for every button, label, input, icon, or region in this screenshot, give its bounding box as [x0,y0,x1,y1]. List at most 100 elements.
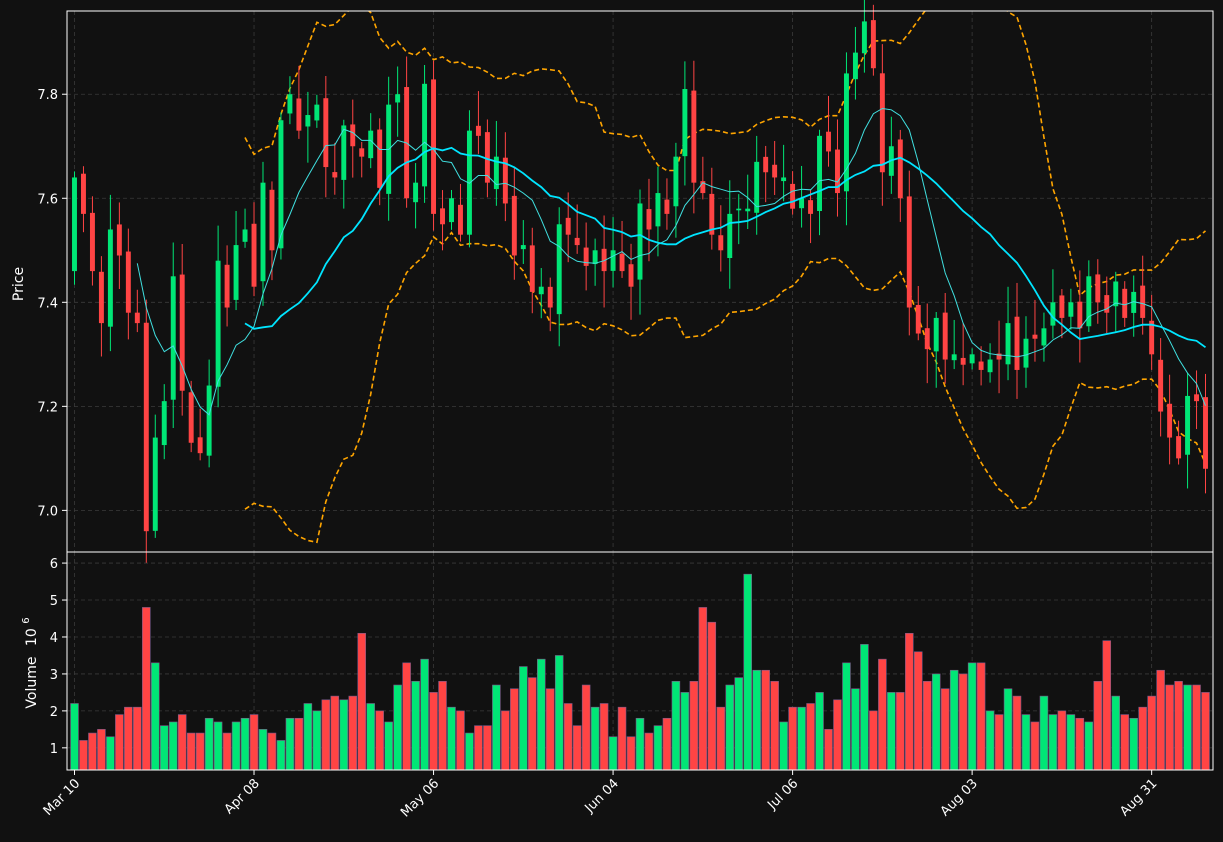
volume-bar [339,699,349,771]
volume-bar [375,710,384,771]
candle-body [332,172,338,178]
volume-bar [985,710,995,771]
volume-bar [994,714,1004,771]
volume-bar [689,681,699,771]
volume-bar [1174,681,1183,771]
volume-bar [285,717,295,771]
volume-tick-label: 5 [50,594,58,609]
candle-body [817,135,822,212]
candle-body [547,286,553,308]
volume-bar [204,717,214,771]
candle-body [709,193,715,235]
candle-body [449,198,454,223]
volume-bar [581,684,591,771]
candle-body [1077,301,1083,329]
candle-body [188,392,194,443]
candle-body [251,223,257,287]
candle-body [1023,338,1029,368]
candle-body [413,182,419,203]
volume-bar [563,703,573,771]
volume-bar [492,684,501,771]
candle-body [1041,328,1047,346]
candle-body [314,104,320,121]
fast-moving-average-line [136,107,1206,416]
volume-bar [707,621,717,771]
candle-body [1014,316,1020,370]
candle-body [484,132,490,183]
volume-bar [958,673,968,771]
candle-body [727,213,733,259]
candle-body [574,237,580,246]
volume-bar [1021,714,1031,771]
candle-body [969,354,975,364]
candle-body [556,224,562,315]
volume-bar [312,710,322,771]
candle-body [458,204,463,235]
candle-body [906,196,912,308]
candle-body [978,361,984,370]
candle-body [170,276,176,400]
candle-body [538,286,544,295]
volume-bar [761,669,770,771]
candle-body [826,131,831,152]
candle-body [98,271,104,324]
volume-bar [1129,717,1138,771]
candle-body [359,148,365,157]
volume-axis-label: Volume [24,657,40,709]
candle-body [1194,394,1200,402]
volume-bar [231,721,241,771]
candle-body [161,401,167,446]
price-grid [67,11,1213,552]
volume-bar [833,699,842,771]
volume-tick-label: 6 [50,557,58,572]
volume-y-axis: 1 2 3 4 5 6 [50,557,67,757]
volume-bar [1003,688,1013,771]
candle-body [269,189,275,251]
candle-body [341,125,347,180]
volume-bar [671,681,681,771]
volume-bar [949,669,959,771]
candle-body [377,129,383,188]
volume-bar [474,725,483,771]
volume-bar [411,681,420,771]
candle-body [619,253,625,272]
volume-bar [967,662,977,771]
volume-bar [842,662,851,771]
candle-body [754,161,760,213]
candle-body [655,193,661,227]
candle-body [1104,295,1110,313]
lower-band-line [244,231,1207,544]
candle-body [960,357,966,365]
volume-bar [70,703,79,771]
candle-body [296,98,302,131]
volume-bar [931,673,941,771]
candle-body [700,181,706,194]
candle-body [1005,323,1011,365]
volume-bar [662,717,672,771]
candle-body [718,235,724,251]
volume-bar [133,706,142,771]
volume-bar [635,717,645,771]
candle-body [422,83,428,187]
candle-body [125,251,131,313]
candle-body [790,183,796,209]
candle-body [924,328,930,350]
volume-bar [914,651,923,771]
volume-bar [142,607,151,771]
candle-body [996,353,1002,360]
volume-bar [626,736,636,771]
volume-bar [537,658,546,771]
candle-body [799,198,805,209]
candle-body [1122,288,1128,318]
volume-tick-label: 1 [50,742,58,757]
candle-body [1140,285,1146,318]
candle-body [897,139,903,199]
volume-bar [1084,721,1094,771]
candles [72,0,1208,563]
candle-body [565,217,571,235]
candle-body [870,20,876,69]
volume-bar [590,706,600,771]
volume-bar [501,710,510,771]
volume-bar [186,732,196,771]
candle-body [763,156,769,173]
